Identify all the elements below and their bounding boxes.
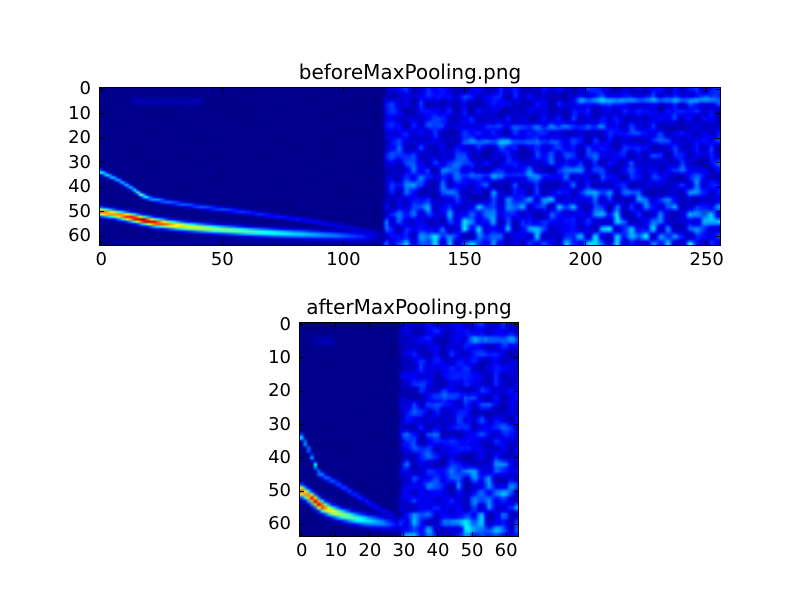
y-tick-mark [716, 211, 720, 213]
x-tick-mark [463, 88, 465, 92]
x-tick-mark [335, 532, 337, 536]
x-tick-mark [437, 532, 439, 536]
x-tick-label: 150 [447, 249, 482, 270]
y-tick-mark [514, 424, 518, 425]
x-tick-mark [463, 241, 465, 245]
x-tick-mark [100, 88, 102, 92]
x-tick-label: 10 [324, 540, 348, 561]
y-tick-label: 50 [268, 480, 291, 502]
y-tick-label: 10 [268, 346, 291, 368]
y-tick-label: 0 [279, 313, 291, 335]
x-tick-mark [403, 323, 405, 327]
y-tick-mark [716, 88, 720, 90]
y-tick-label: 60 [268, 513, 291, 535]
y-tick-mark [716, 137, 720, 139]
x-tick-mark [369, 532, 371, 536]
y-tick-mark [514, 324, 518, 326]
x-tick-mark [471, 323, 473, 327]
y-tick-label: 50 [68, 200, 91, 222]
y-tick-mark [300, 490, 304, 492]
x-tick-mark [342, 241, 344, 245]
y-tick-mark [100, 211, 104, 213]
x-tick-label: 0 [295, 540, 308, 561]
x-tick-label: 60 [494, 540, 518, 561]
x-tick-label: 200 [568, 249, 603, 270]
y-tick-mark [514, 490, 518, 492]
x-tick-label: 50 [460, 540, 484, 561]
x-tick-mark [505, 323, 507, 327]
x-tick-mark [221, 241, 223, 245]
y-tick-mark [300, 424, 304, 425]
y-tick-label: 10 [68, 102, 91, 124]
x-tick-label: 50 [210, 249, 234, 270]
x-tick-mark [505, 532, 507, 536]
x-tick-mark [221, 88, 223, 92]
y-tick-mark [716, 235, 720, 237]
x-tick-label: 250 [689, 249, 724, 270]
after-plot-axes [299, 322, 519, 537]
y-tick-mark [514, 390, 518, 392]
x-tick-mark [706, 241, 708, 245]
y-tick-mark [300, 457, 304, 459]
y-tick-mark [716, 186, 720, 188]
after-plot-title: afterMaxPooling.png [306, 295, 512, 319]
y-tick-mark [300, 324, 304, 326]
y-tick-mark [100, 162, 104, 164]
x-tick-mark [100, 241, 102, 245]
x-tick-mark [342, 88, 344, 92]
after-heatmap-image [300, 323, 518, 536]
before-plot-axes [99, 87, 721, 246]
x-tick-mark [301, 532, 303, 536]
y-tick-mark [100, 137, 104, 139]
y-tick-label: 30 [268, 413, 291, 435]
y-tick-mark [300, 357, 304, 359]
y-tick-mark [716, 113, 720, 115]
y-tick-label: 40 [68, 176, 91, 198]
y-tick-label: 30 [68, 151, 91, 173]
y-tick-mark [716, 162, 720, 164]
y-tick-mark [100, 235, 104, 237]
y-tick-mark [100, 88, 104, 90]
x-tick-label: 100 [326, 249, 361, 270]
y-tick-label: 20 [68, 127, 91, 149]
y-tick-label: 40 [268, 446, 291, 468]
y-tick-mark [300, 523, 304, 525]
y-tick-mark [100, 186, 104, 188]
y-tick-mark [514, 457, 518, 459]
x-tick-label: 30 [392, 540, 416, 561]
x-tick-label: 0 [95, 249, 107, 270]
y-tick-mark [514, 523, 518, 525]
before-plot-title: beforeMaxPooling.png [298, 60, 522, 84]
x-tick-mark [403, 532, 405, 536]
x-tick-mark [585, 88, 587, 92]
before-heatmap-image [100, 88, 720, 245]
y-tick-mark [514, 357, 518, 359]
y-tick-label: 60 [68, 225, 91, 247]
x-tick-mark [369, 323, 371, 327]
y-tick-label: 20 [268, 380, 291, 402]
y-tick-label: 0 [79, 78, 91, 100]
x-tick-mark [471, 532, 473, 536]
y-tick-mark [100, 113, 104, 115]
x-tick-mark [335, 323, 337, 327]
x-tick-mark [706, 88, 708, 92]
x-tick-mark [585, 241, 587, 245]
x-tick-label: 20 [358, 540, 382, 561]
x-tick-label: 40 [426, 540, 450, 561]
x-tick-mark [437, 323, 439, 327]
y-tick-mark [300, 390, 304, 392]
